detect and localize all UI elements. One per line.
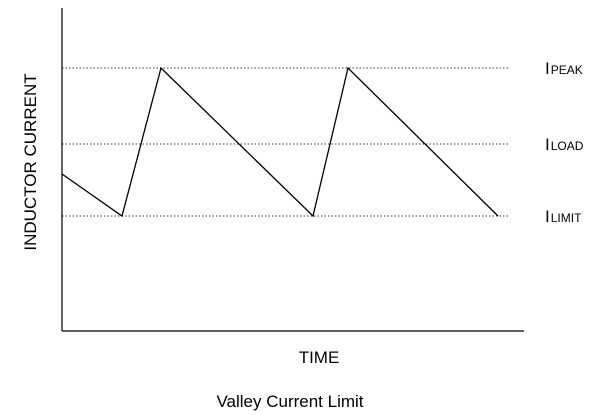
inductor-current-waveform — [61, 66, 499, 218]
y-axis-label: INDUCTOR CURRENT — [21, 73, 40, 250]
x-axis-label: TIME — [299, 348, 340, 367]
load-level-label: ILOAD — [545, 135, 584, 154]
peak-level-label: IPEAK — [545, 59, 583, 78]
figure-caption: Valley Current Limit — [216, 392, 363, 411]
limit-level-label: ILIMIT — [545, 207, 582, 226]
